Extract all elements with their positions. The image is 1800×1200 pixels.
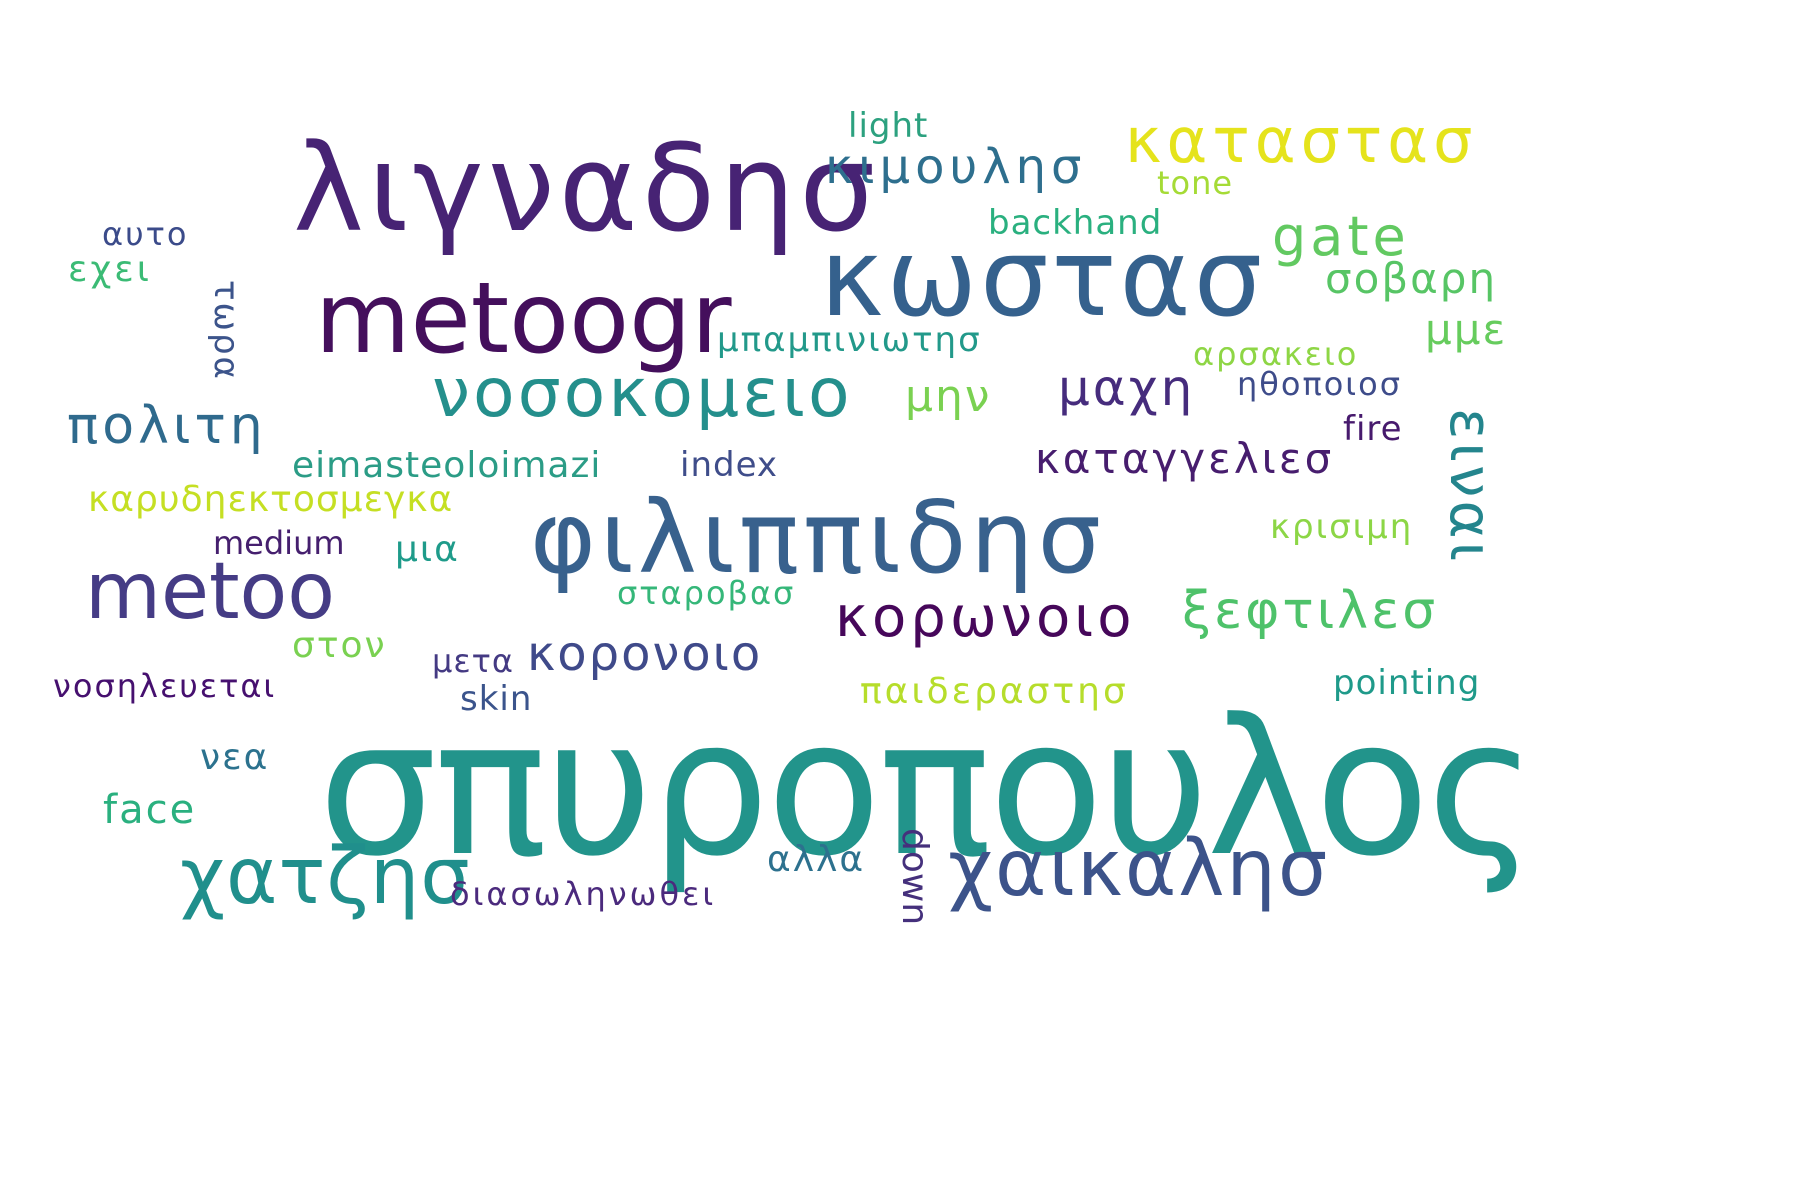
word-starovas: σταροβασ: [617, 574, 796, 612]
word-light: light: [848, 106, 929, 146]
word-pointing: pointing: [1333, 663, 1481, 703]
word-krisimi: κρισιμη: [1270, 507, 1414, 547]
word-arsakeio: αρσακειο: [1193, 335, 1359, 373]
word-tora: τωρα: [206, 280, 246, 381]
word-alla: αλλα: [767, 839, 866, 880]
word-afto: αυτο: [102, 215, 189, 253]
word-sovari: σοβαρη: [1325, 254, 1498, 303]
word-eimasteoloimazi: eimasteoloimazi: [292, 445, 602, 486]
word-koronoio-2: κορονοιο: [527, 626, 763, 682]
word-paiderastis: παιδεραστησ: [860, 671, 1129, 712]
word-politi: πολιτη: [67, 396, 267, 456]
word-xeftiles: ξεφτιλεσ: [1182, 581, 1439, 641]
word-skin: skin: [460, 679, 533, 719]
word-medium: medium: [213, 524, 345, 562]
word-filippidis: φιλιππιδησ: [530, 479, 1106, 596]
word-koronoio: κορωνοιο: [835, 585, 1136, 650]
word-index: index: [680, 445, 779, 485]
word-down: down: [894, 828, 935, 926]
word-meta: μετα: [432, 642, 515, 680]
word-katastasi: καταστασ: [1125, 104, 1478, 177]
word-spyropoulos: σπυροπουλος: [318, 679, 1537, 898]
word-kataggelies: καταγγελιεσ: [1035, 434, 1335, 483]
word-diasolinothei: διασωληνωθει: [450, 875, 717, 913]
word-face: face: [103, 787, 197, 833]
word-nosokomeio: νοσοκομειο: [432, 354, 853, 433]
word-min: μην: [905, 371, 992, 422]
word-fire: fire: [1343, 409, 1403, 449]
word-tone: tone: [1157, 164, 1234, 202]
word-babiniotis: μπαμπινιωτησ: [717, 320, 982, 360]
word-karydiektosmegka: καρυδηεκτοσμεγκα: [88, 479, 454, 520]
word-ston: στον: [292, 625, 387, 666]
word-ithopoios: ηθοποιοσ: [1237, 365, 1402, 403]
word-metoogr: metoogr: [315, 262, 732, 376]
word-mia: μια: [395, 529, 460, 570]
word-gate: gate: [1272, 205, 1410, 268]
word-mme: μμε: [1425, 305, 1508, 354]
word-chaikalis: χαικαλησ: [948, 824, 1330, 914]
word-nosilevetai: νοσηλευεται: [53, 667, 277, 705]
word-machi: μαχη: [1058, 359, 1196, 417]
word-kostas: κωστασ: [820, 216, 1266, 341]
word-echei: εχει: [68, 249, 152, 290]
word-metoo: metoo: [85, 547, 335, 637]
word-kimoulis: κιμουλησ: [825, 139, 1087, 195]
word-einai: ειναι: [1437, 408, 1505, 565]
word-lignadis: λιγναδησ: [293, 120, 880, 259]
word-backhand: backhand: [988, 203, 1163, 243]
word-nea: νεα: [200, 737, 270, 778]
word-chatzis: χατζησ: [180, 832, 471, 922]
